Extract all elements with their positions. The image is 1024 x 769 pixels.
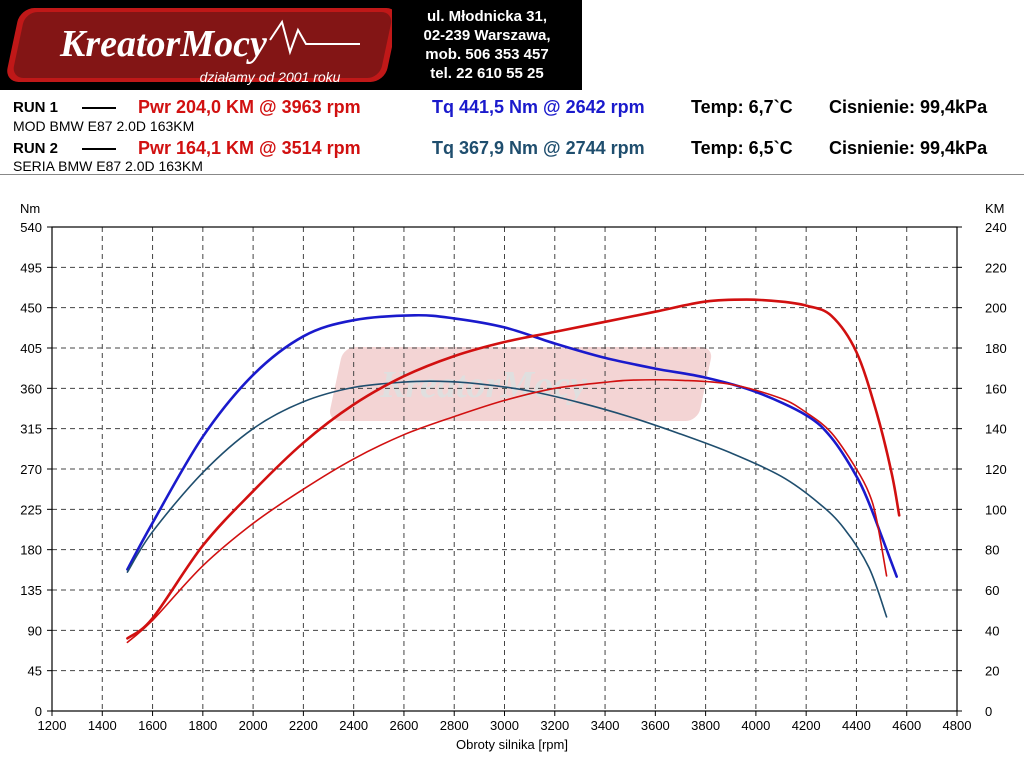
x-tick-label: 2400: [339, 718, 368, 733]
logo-tagline: działamy od 2001 roku: [200, 69, 341, 85]
dyno-chart-svg: KreatorMocy 1200 1400 1600 1800 2000 2200 2400…: [20, 201, 1007, 752]
y-left-tick-label: 225: [20, 502, 42, 517]
contact-phone: tel. 22 610 55 25: [430, 65, 544, 82]
y-right-tick-label: 180: [985, 341, 1007, 356]
y-right-tick-label: 140: [985, 422, 1007, 437]
x-tick-label: 2000: [239, 718, 268, 733]
y-left-tick-label: 270: [20, 462, 42, 477]
y-left-tick-label: 0: [35, 704, 42, 719]
run-2-legend-line: [82, 148, 116, 150]
run-1-label: RUN 1: [13, 99, 59, 116]
x-axis-label: Obroty silnika [rpm]: [456, 737, 568, 752]
x-tick-label: 4800: [943, 718, 972, 733]
run-2-label: RUN 2: [13, 140, 59, 157]
x-tick-label: 2600: [389, 718, 418, 733]
x-tick-label: 4400: [842, 718, 871, 733]
y-axis-left-label: Nm: [20, 201, 40, 216]
y-left-tick-label: 450: [20, 301, 42, 316]
x-tick-label: 4600: [892, 718, 921, 733]
power-run-2-line: [126, 378, 888, 644]
y-right-tick-label: 100: [985, 502, 1007, 517]
run-1-pressure: Cisnienie: 99,4kPa: [829, 97, 988, 117]
y-right-tick-label: 20: [985, 664, 999, 679]
x-tick-label: 1800: [188, 718, 217, 733]
x-tick-label: 3200: [540, 718, 569, 733]
x-tick-label: 3400: [591, 718, 620, 733]
run-1-temp: Temp: 6,7`C: [691, 97, 793, 117]
y-left-tick-label: 180: [20, 543, 42, 558]
y-left-tick-label: 45: [28, 664, 42, 679]
logo-text: KreatorMocy: [59, 23, 267, 65]
x-tick-label: 4200: [792, 718, 821, 733]
y-right-tick-label: 160: [985, 381, 1007, 396]
run-1-torque: Tq 441,5 Nm @ 2642 rpm: [432, 97, 645, 117]
x-tick-label: 1600: [138, 718, 167, 733]
y-left-tick-label: 405: [20, 341, 42, 356]
x-tick-label: 1400: [88, 718, 117, 733]
y-right-tick-label: 200: [985, 301, 1007, 316]
contact-address: ul. Młodnicka 31,: [426, 8, 548, 25]
x-tick-label: 2800: [440, 718, 469, 733]
contact-info: ul. Młodnicka 31, 02-239 Warszawa, mob. …: [392, 0, 582, 90]
run-2-temp: Temp: 6,5`C: [691, 138, 793, 158]
torque-run-2-line: [126, 380, 888, 618]
x-tick-label: 2200: [289, 718, 318, 733]
y-left-tick-label: 360: [20, 381, 42, 396]
run-1-header: RUN 1 Pwr 204,0 KM @ 3963 rpm Tq 441,5 N…: [0, 97, 1024, 117]
run-2-header: RUN 2 Pwr 164,1 KM @ 3514 rpm Tq 367,9 N…: [0, 138, 1024, 158]
run-1-description: MOD BMW E87 2.0D 163KM: [13, 118, 195, 134]
x-tick-label: 3800: [691, 718, 720, 733]
x-tick-label: 3000: [490, 718, 519, 733]
run-2-torque: Tq 367,9 Nm @ 2744 rpm: [432, 138, 645, 158]
y-right-tick-label: 80: [985, 543, 999, 558]
y-right-tick-label: 240: [985, 220, 1007, 235]
x-tick-label: 1200: [38, 718, 67, 733]
x-tick-label: 4000: [741, 718, 770, 733]
dyno-chart: KreatorMocy 1200 1400 1600 1800 2000 2200 2400…: [0, 174, 1024, 769]
y-right-tick-label: 40: [985, 623, 999, 638]
power-run-1-line: [126, 298, 901, 640]
company-logo: KreatorMocy działamy od 2001 roku: [0, 0, 392, 90]
y-left-tick-label: 495: [20, 260, 42, 275]
y-left-tick-label: 540: [20, 220, 42, 235]
run-1-power: Pwr 204,0 KM @ 3963 rpm: [138, 97, 361, 117]
y-left-tick-label: 90: [28, 623, 42, 638]
y-right-tick-label: 120: [985, 462, 1007, 477]
y-right-tick-label: 220: [985, 260, 1007, 275]
y-right-tick-label: 60: [985, 583, 999, 598]
contact-city: 02-239 Warszawa,: [423, 27, 551, 44]
x-tick-label: 3600: [641, 718, 670, 733]
y-axis-right-label: KM: [985, 201, 1005, 216]
run-1-legend-line: [82, 107, 116, 109]
contact-mobile: mob. 506 353 457: [425, 46, 549, 63]
run-2-pressure: Cisnienie: 99,4kPa: [829, 138, 988, 158]
y-left-tick-label: 315: [20, 422, 42, 437]
y-left-tick-label: 135: [20, 583, 42, 598]
torque-run-1-line: [126, 313, 898, 578]
y-right-tick-label: 0: [985, 704, 992, 719]
run-2-description: SERIA BMW E87 2.0D 163KM: [13, 158, 203, 174]
run-2-power: Pwr 164,1 KM @ 3514 rpm: [138, 138, 361, 158]
